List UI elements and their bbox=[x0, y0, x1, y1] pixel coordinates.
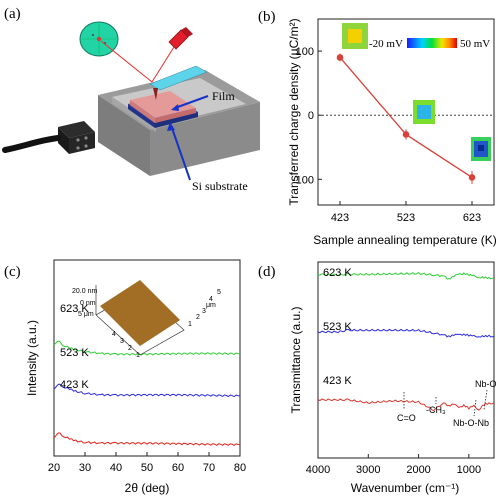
b-xtick-label: 623 bbox=[463, 212, 481, 224]
stage-block bbox=[98, 70, 260, 176]
clamp-connector bbox=[58, 121, 95, 154]
panel-b-marks bbox=[336, 53, 476, 184]
panel-d-label: (d) bbox=[258, 264, 276, 280]
kpfm-map-423 bbox=[342, 23, 368, 49]
colorbar-max-label: 50 mV bbox=[460, 38, 490, 50]
peak-annotations: C=O -CH₃ Nb-O Nb-O-Nb bbox=[397, 379, 497, 428]
panel-c-series: 623 K 523 K 423 K bbox=[53, 303, 241, 446]
xtick-label: 4000 bbox=[306, 464, 330, 476]
panel-c: (c) 20 30 40 50 60 70 80 Intensity (a.u.) 2θ (… bbox=[4, 259, 246, 495]
colorbar-min-label: -20 mV bbox=[369, 38, 403, 50]
b-xtick-label: 423 bbox=[331, 212, 349, 224]
series-line bbox=[317, 398, 495, 412]
series-label: 623 K bbox=[323, 267, 352, 279]
panel-c-axes: 20 30 40 50 60 70 80 bbox=[48, 452, 246, 474]
afm-tick-1: 1 bbox=[188, 321, 192, 328]
b-point bbox=[336, 54, 344, 61]
panel-b-xlabel: Sample annealing temperature (K) bbox=[313, 233, 496, 247]
series-line bbox=[53, 383, 241, 398]
series-label: 623 K bbox=[60, 303, 89, 315]
afm-tick-left-2: 2 bbox=[128, 345, 132, 352]
afm-axis-unit: μm bbox=[206, 302, 216, 309]
panel-c-ylabel: Intensity (a.u.) bbox=[25, 320, 39, 396]
laser-beam-incident bbox=[151, 46, 175, 83]
afm-z-label: 20.0 nm bbox=[72, 288, 97, 295]
afm-tick-left-4: 4 bbox=[112, 331, 116, 338]
afm-scale-label: 5 μm bbox=[78, 311, 94, 318]
afm-tick-2: 2 bbox=[196, 314, 200, 321]
b-ytick-label: -100 bbox=[292, 174, 314, 186]
series-line bbox=[53, 432, 241, 446]
panel-b-axes: 100 0 -100 423 523 623 bbox=[292, 46, 481, 224]
kpfm-map-623 bbox=[471, 137, 491, 161]
series-label: 423 K bbox=[60, 379, 89, 391]
xtick-label: 30 bbox=[79, 462, 91, 474]
b-series-line bbox=[339, 57, 473, 178]
xtick-label: 80 bbox=[234, 462, 246, 474]
panel-a-label: (a) bbox=[4, 6, 21, 22]
panel-d-series: 623 K 523 K 423 K bbox=[317, 267, 495, 412]
xtick-label: 3000 bbox=[356, 464, 380, 476]
xtick-label: 1000 bbox=[457, 464, 481, 476]
xtick-label: 60 bbox=[172, 462, 184, 474]
afm-tick-3: 3 bbox=[202, 308, 206, 315]
xtick-label: 70 bbox=[203, 462, 215, 474]
peak-label-nbonb: Nb-O-Nb bbox=[453, 418, 489, 428]
laser-source-icon bbox=[168, 27, 193, 50]
film-label: Film bbox=[212, 89, 235, 103]
panel-d-axes: 4000 3000 2000 1000 bbox=[306, 454, 481, 476]
b-point bbox=[402, 131, 410, 138]
panel-c-label: (c) bbox=[4, 264, 21, 280]
panel-d-xlabel: Wavenumber (cm⁻¹) bbox=[351, 481, 460, 495]
xtick-label: 50 bbox=[141, 462, 153, 474]
afm-tick-left-3: 3 bbox=[120, 338, 124, 345]
xtick-label: 40 bbox=[110, 462, 122, 474]
series-line bbox=[317, 328, 495, 338]
panel-b-label: (b) bbox=[258, 9, 276, 25]
panel-b: (b) 100 0 -100 423 523 623 Transferred charge… bbox=[258, 9, 497, 247]
afm-cantilever-icon bbox=[149, 65, 208, 100]
cable bbox=[2, 135, 61, 153]
laser-beam-reflected bbox=[100, 40, 153, 83]
peak-label-ch3: -CH₃ bbox=[426, 405, 446, 415]
afm-z-zero: 0 nm bbox=[80, 300, 96, 307]
b-ytick-label: 0 bbox=[308, 110, 314, 122]
panel-d: (d) 4000 3000 2000 1000 Transmittance (a.u.… bbox=[258, 261, 497, 495]
afm-inset: 20.0 nm 0 nm 5 μm μm 1 2 3 4 5 4 3 2 1 bbox=[72, 280, 221, 359]
panel-c-xlabel: 2θ (deg) bbox=[125, 481, 170, 495]
afm-tick-4: 4 bbox=[209, 296, 213, 303]
panel-b-ylabel: Transferred charge density (μC/m²) bbox=[287, 18, 301, 205]
peak-label-co: C=O bbox=[397, 413, 416, 423]
detector-disc-icon bbox=[79, 21, 119, 57]
xtick-label: 20 bbox=[48, 462, 60, 474]
film-arrow bbox=[174, 95, 209, 109]
afm-tick-5: 5 bbox=[217, 289, 221, 296]
xtick-label: 2000 bbox=[406, 464, 430, 476]
panel-d-frame bbox=[317, 261, 495, 459]
peak-label-nbo: Nb-O bbox=[475, 379, 497, 389]
b-point bbox=[468, 174, 476, 181]
kpfm-map-523 bbox=[413, 100, 435, 124]
b-ytick-label: 100 bbox=[296, 46, 314, 58]
series-label: 523 K bbox=[323, 321, 352, 333]
colorbar: -20 mV 50 mV bbox=[369, 38, 490, 50]
afm-tick-left-1: 1 bbox=[136, 352, 140, 359]
series-line bbox=[317, 271, 495, 280]
panel-a: (a) bbox=[2, 6, 260, 193]
series-label: 523 K bbox=[60, 347, 89, 359]
b-xtick-label: 523 bbox=[397, 212, 415, 224]
series-line bbox=[53, 340, 241, 356]
sample-film bbox=[130, 91, 196, 123]
substrate-arrow bbox=[171, 127, 191, 181]
substrate-label: Si substrate bbox=[192, 179, 248, 193]
panel-d-ylabel: Transmittance (a.u.) bbox=[289, 307, 303, 414]
series-label: 423 K bbox=[323, 375, 352, 387]
